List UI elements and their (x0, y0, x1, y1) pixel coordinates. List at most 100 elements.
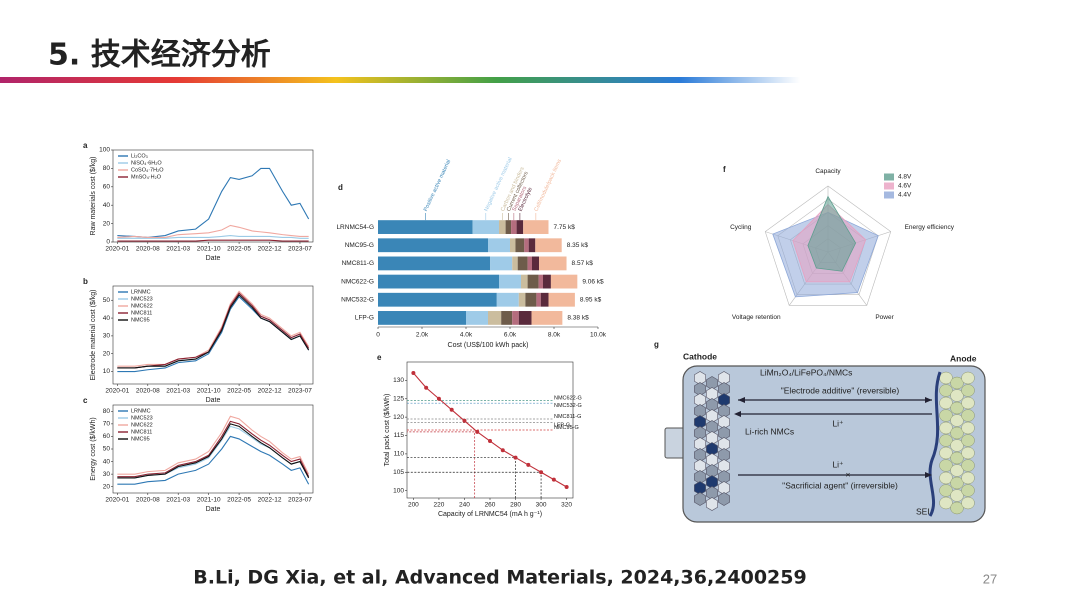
y-tick-label: 110 (394, 451, 405, 458)
x-tick-label: 2020-08 (136, 497, 160, 504)
legend-label: NMC811 (131, 310, 152, 316)
bar-segment (535, 238, 562, 253)
hexagon (706, 497, 718, 511)
x-tick-label: 2021-03 (166, 497, 190, 504)
y-tick-label: 0 (106, 239, 110, 246)
anode-label: Anode (950, 353, 977, 363)
legend-label: Li₂CO₃ (131, 153, 148, 159)
anode-particle (950, 489, 964, 502)
total-label: 8.38 k$ (567, 315, 589, 322)
panel-letter: g (654, 340, 659, 349)
y-tick-label: 70 (103, 421, 111, 428)
line-series (117, 224, 309, 238)
total-label: 9.06 k$ (582, 278, 604, 285)
y-tick-label: 50 (103, 297, 111, 304)
y-tick-label: 30 (103, 333, 111, 340)
anode-particle (939, 409, 953, 422)
bar-segment (466, 311, 488, 325)
diagram: g Cathode Anode LiMn₂O₄/LiFePO₄/NMCs "El… (654, 340, 986, 523)
panel-letter: a (83, 141, 88, 150)
bar-segment (378, 256, 491, 271)
x-tick-label: 2022-05 (227, 497, 251, 504)
legend-label: 4.8V (898, 174, 912, 181)
x-axis-title: Date (206, 506, 221, 513)
axis-label: Voltage retention (732, 314, 781, 321)
bar-segment (536, 292, 541, 307)
y-tick-label: 50 (103, 446, 111, 453)
bar-segment (540, 292, 549, 307)
anode-particle (950, 414, 964, 427)
category-label: LRNMC54-G (336, 224, 374, 231)
hexagon (694, 492, 706, 506)
legend-label: NMC622 (131, 422, 153, 428)
x-tick-label: 2022-12 (258, 388, 282, 395)
bar-segment (548, 292, 575, 307)
anode-particle (961, 496, 975, 510)
sei-layer (928, 371, 942, 517)
marker (424, 385, 429, 390)
legend-label: NMC95 (131, 317, 150, 323)
x-tick-label: 2022-05 (227, 246, 251, 253)
category-label: NMC622-G (341, 278, 374, 285)
line-series (117, 423, 310, 479)
bar-segment (550, 274, 578, 289)
y-tick-label: 60 (103, 433, 111, 440)
bar-segment (378, 274, 499, 289)
x-tick-label: 4.0k (460, 332, 473, 339)
bar-segment (512, 311, 519, 325)
bar-segment (499, 220, 506, 234)
x-tick-label: 2020-01 (105, 246, 129, 253)
line-series (117, 294, 310, 369)
bar-segment (378, 238, 488, 253)
legend-label: NMC622 (131, 303, 153, 309)
legend-label: NMC811 (131, 429, 152, 435)
axis-label: Power (875, 314, 894, 321)
x-tick-label: 2021-10 (197, 246, 221, 253)
x-tick-label: 280 (510, 502, 521, 509)
anode-particle (939, 484, 953, 497)
x-tick-label: 260 (485, 502, 496, 509)
anode-particle (961, 459, 975, 472)
anode-particles (939, 371, 975, 515)
anode-particle (939, 384, 953, 397)
bar-segment (512, 256, 518, 271)
category-label: NMC532-G (341, 296, 374, 303)
bar-segment (378, 311, 466, 325)
arrow-head (925, 472, 932, 478)
legend-label: CoSO₄·7H₂O (131, 167, 164, 173)
bar-segment (538, 274, 543, 289)
anode-particle (950, 401, 964, 415)
legend-label: NMC523 (131, 415, 153, 421)
anode-particle (939, 434, 953, 447)
total-label: 7.75 k$ (554, 224, 576, 231)
x-tick-label: 2022-12 (258, 497, 282, 504)
y-tick-label: 30 (103, 471, 111, 478)
bar-segment (505, 220, 512, 234)
bar-segment (501, 311, 513, 325)
reference-label: NMC811-G (554, 414, 581, 420)
anode-particle (950, 426, 964, 440)
cathode-materials: LiMn₂O₄/LiFePO₄/NMCs (760, 367, 852, 377)
legend-label: 4.6V (898, 183, 912, 190)
marker (488, 439, 492, 444)
anode-particle (961, 384, 975, 397)
y-tick-label: 20 (103, 483, 111, 490)
y-tick-label: 130 (393, 377, 404, 384)
ion-label: Li⁺ (832, 418, 844, 428)
line-series (117, 167, 310, 238)
citation: B.Li, DG Xia, et al, Advanced Materials,… (193, 567, 806, 589)
anode-particle (950, 439, 964, 452)
slide-title: 5. 技术经济分析 (48, 38, 271, 73)
bar-segment (532, 256, 540, 271)
legend-label: NMC95 (131, 436, 150, 442)
line-series (117, 435, 310, 485)
line-series (117, 239, 309, 242)
plot-frame (112, 285, 314, 385)
y-axis-title: Raw materials cost ($/kg) (90, 157, 97, 236)
line-series (117, 290, 310, 367)
title-bar (0, 77, 800, 83)
x-tick-label: 2020-01 (105, 497, 129, 504)
panel-letter: e (377, 353, 382, 362)
y-tick-label: 105 (393, 469, 404, 476)
